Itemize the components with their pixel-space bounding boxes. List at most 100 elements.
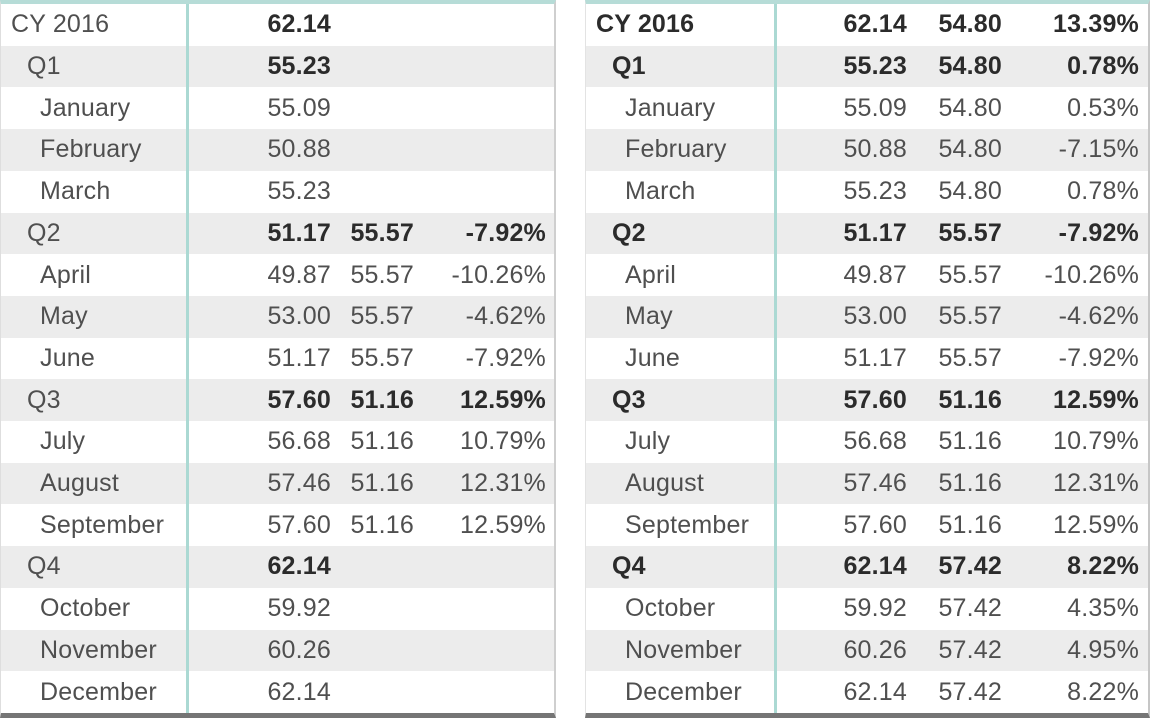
- table-row[interactable]: January 55.09 54.80 0.53%: [586, 87, 1148, 130]
- table-row[interactable]: February 50.88 54.80 -7.15%: [586, 129, 1148, 171]
- value-cell: 57.42: [938, 635, 1002, 664]
- value-cell: 59.92: [843, 594, 907, 623]
- value-cell: 49.87: [267, 260, 331, 289]
- row-header-cell: November: [1, 629, 189, 672]
- value-cell: 55.57: [938, 218, 1002, 247]
- row-header-cell: September: [1, 504, 189, 547]
- table-row[interactable]: Q2 51.17 55.57 -7.92%: [586, 212, 1148, 255]
- value-cell: 62.14: [267, 552, 331, 581]
- table-row[interactable]: CY 2016 62.14 54.80 13.39%: [586, 4, 1148, 46]
- table-row[interactable]: September 57.60 51.16 12.59%: [1, 504, 554, 547]
- row-header-cell: July: [1, 421, 189, 463]
- table-row[interactable]: Q3 57.60 51.16 12.59%: [1, 379, 554, 422]
- table-row[interactable]: Q4 62.14: [1, 546, 554, 588]
- row-spacer: [1139, 421, 1148, 463]
- row-spacer: [546, 379, 554, 421]
- table-row[interactable]: November 60.26 57.42 4.95%: [586, 629, 1148, 672]
- table-row[interactable]: May 53.00 55.57 -4.62%: [586, 295, 1148, 338]
- row-header-cell: May: [586, 295, 777, 338]
- row-spacer: [1139, 4, 1148, 46]
- table-row[interactable]: June 51.17 55.57 -7.92%: [1, 337, 554, 380]
- table-row[interactable]: September 57.60 51.16 12.59%: [586, 504, 1148, 547]
- value-cell: -10.26%: [451, 260, 546, 289]
- table-row[interactable]: October 59.92: [1, 587, 554, 630]
- row-spacer: [1139, 213, 1148, 255]
- row-spacer: [546, 504, 554, 546]
- value-cell: 12.59%: [1053, 385, 1139, 414]
- value-cell: 62.14: [843, 552, 907, 581]
- row-spacer: [546, 296, 554, 338]
- table-row[interactable]: February 50.88: [1, 129, 554, 171]
- value-cell: 55.23: [267, 177, 331, 206]
- row-spacer: [546, 87, 554, 129]
- value-cell: 55.57: [350, 343, 414, 372]
- row-header-cell: June: [1, 337, 189, 380]
- value-cell: 10.79%: [1053, 427, 1139, 456]
- table-row[interactable]: August 57.46 51.16 12.31%: [1, 462, 554, 505]
- row-header-cell: October: [1, 587, 189, 630]
- table-row[interactable]: December 62.14: [1, 671, 554, 713]
- row-spacer: [1139, 296, 1148, 338]
- value-cell: 50.88: [267, 135, 331, 164]
- value-cell: 57.42: [938, 594, 1002, 623]
- value-cell: 50.88: [843, 135, 907, 164]
- table-row[interactable]: May 53.00 55.57 -4.62%: [1, 295, 554, 338]
- row-header-cell: April: [586, 254, 777, 296]
- table-row[interactable]: April 49.87 55.57 -10.26%: [1, 254, 554, 296]
- value-cell: 55.09: [267, 93, 331, 122]
- table-row[interactable]: July 56.68 51.16 10.79%: [586, 421, 1148, 463]
- table-row[interactable]: August 57.46 51.16 12.31%: [586, 462, 1148, 505]
- value-cell: 8.22%: [1067, 677, 1139, 706]
- value-cell: 51.17: [267, 218, 331, 247]
- table-row[interactable]: CY 2016 62.14: [1, 4, 554, 46]
- row-header-cell: Q4: [586, 546, 777, 588]
- row-header-cell: May: [1, 295, 189, 338]
- table-row[interactable]: November 60.26: [1, 629, 554, 672]
- value-cell: 51.16: [350, 385, 414, 414]
- value-cell: 57.60: [267, 510, 331, 539]
- row-header-cell: January: [1, 87, 189, 130]
- table-row[interactable]: October 59.92 57.42 4.35%: [586, 587, 1148, 630]
- row-header-cell: September: [586, 504, 777, 547]
- row-spacer: [546, 46, 554, 88]
- row-header-cell: February: [586, 129, 777, 171]
- value-cell: 12.59%: [1053, 510, 1139, 539]
- value-cell: 60.26: [267, 635, 331, 664]
- table-row[interactable]: Q1 55.23 54.80 0.78%: [586, 45, 1148, 88]
- value-cell: 56.68: [843, 427, 907, 456]
- table-row[interactable]: March 55.23 54.80 0.78%: [586, 170, 1148, 213]
- value-cell: 57.46: [843, 469, 907, 498]
- table-row[interactable]: April 49.87 55.57 -10.26%: [586, 254, 1148, 296]
- value-cell: 56.68: [267, 427, 331, 456]
- table-row[interactable]: July 56.68 51.16 10.79%: [1, 421, 554, 463]
- value-cell: 0.53%: [1067, 93, 1139, 122]
- row-header-cell: Q3: [1, 379, 189, 422]
- value-cell: 55.57: [938, 343, 1002, 372]
- table-row[interactable]: Q2 51.17 55.57 -7.92%: [1, 212, 554, 255]
- value-cell: 54.80: [938, 93, 1002, 122]
- value-cell: 55.23: [843, 177, 907, 206]
- value-cell: 57.60: [843, 385, 907, 414]
- value-cell: 59.92: [267, 594, 331, 623]
- table-row[interactable]: December 62.14 57.42 8.22%: [586, 671, 1148, 713]
- matrix-left: CY 2016 62.14 Q1 55.23 January 55.09 February 5…: [0, 0, 556, 718]
- table-row[interactable]: January 55.09: [1, 87, 554, 130]
- row-header-cell: November: [586, 629, 777, 672]
- value-cell: 55.23: [267, 52, 331, 81]
- table-row[interactable]: Q3 57.60 51.16 12.59%: [586, 379, 1148, 422]
- table-row[interactable]: June 51.17 55.57 -7.92%: [586, 337, 1148, 380]
- row-spacer: [546, 171, 554, 213]
- table-row[interactable]: March 55.23: [1, 170, 554, 213]
- row-header-cell: January: [586, 87, 777, 130]
- value-cell: 51.17: [267, 343, 331, 372]
- table-row[interactable]: Q4 62.14 57.42 8.22%: [586, 546, 1148, 588]
- value-cell: 51.16: [938, 510, 1002, 539]
- row-header-cell: October: [586, 587, 777, 630]
- row-header-cell: Q1: [586, 45, 777, 88]
- value-cell: 60.26: [843, 635, 907, 664]
- value-cell: -7.92%: [1058, 218, 1139, 247]
- value-cell: 62.14: [267, 10, 331, 39]
- table-row[interactable]: Q1 55.23: [1, 45, 554, 88]
- value-cell: 57.46: [267, 469, 331, 498]
